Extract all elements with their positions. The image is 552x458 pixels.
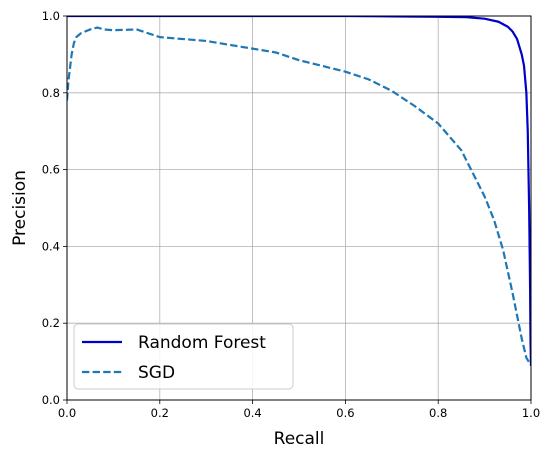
x-tick-label: 0.0: [58, 406, 76, 420]
y-tick-label: 0.8: [42, 86, 60, 100]
x-tick-label: 1.0: [522, 406, 540, 420]
legend-box: [73, 323, 294, 390]
y-axis-label: Precision: [10, 170, 30, 246]
x-tick-label: 0.4: [243, 406, 261, 420]
series-lines: [67, 16, 531, 367]
y-tick-label: 0.4: [42, 239, 60, 253]
series-line-sgd: [67, 26, 531, 367]
x-tick-label: 0.2: [151, 406, 169, 420]
y-tick-label: 1.0: [42, 9, 60, 23]
y-tick-label: 0.2: [42, 316, 60, 330]
legend-label-random-forest: Random Forest: [138, 333, 266, 353]
y-tick-label: 0.6: [42, 163, 60, 177]
y-tick-label: 0.0: [42, 393, 60, 407]
x-axis-label: Recall: [274, 429, 325, 449]
legend: Random Forest SGD: [73, 323, 294, 390]
plot-frame: [66, 15, 532, 401]
x-tick-label: 0.6: [336, 406, 354, 420]
axis-ticks: 0.0 0.2 0.4 0.6 0.8 1.0 0.0 0.2 0.4 0.6 0.8 1.0: [42, 9, 540, 420]
legend-label-sgd: SGD: [138, 363, 175, 383]
series-line-random-forest: [67, 16, 531, 366]
x-tick-label: 0.8: [429, 406, 447, 420]
